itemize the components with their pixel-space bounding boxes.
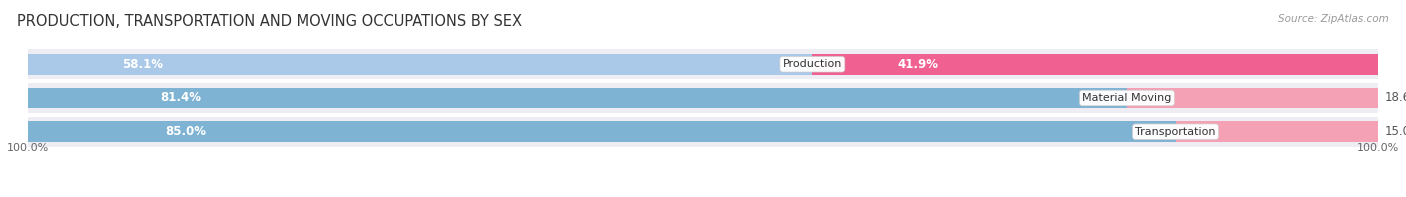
Bar [28,83,1378,113]
Text: Production: Production [783,59,842,69]
Text: 81.4%: 81.4% [160,91,201,104]
Bar [28,121,1175,142]
Text: PRODUCTION, TRANSPORTATION AND MOVING OCCUPATIONS BY SEX: PRODUCTION, TRANSPORTATION AND MOVING OC… [17,14,522,29]
Bar [1128,87,1378,109]
Text: Source: ZipAtlas.com: Source: ZipAtlas.com [1278,14,1389,24]
Text: 18.6%: 18.6% [1385,91,1406,104]
Bar [28,117,1378,147]
Text: Transportation: Transportation [1135,127,1216,137]
Bar [28,54,813,75]
Text: 85.0%: 85.0% [166,125,207,138]
Text: Material Moving: Material Moving [1083,93,1171,103]
Bar [1175,121,1378,142]
Text: 100.0%: 100.0% [1357,143,1399,153]
Bar [28,87,1128,109]
Bar [28,49,1378,79]
Bar [813,54,1378,75]
Text: 15.0%: 15.0% [1385,125,1406,138]
Text: 41.9%: 41.9% [897,58,938,71]
Text: 58.1%: 58.1% [122,58,163,71]
Text: 100.0%: 100.0% [7,143,49,153]
